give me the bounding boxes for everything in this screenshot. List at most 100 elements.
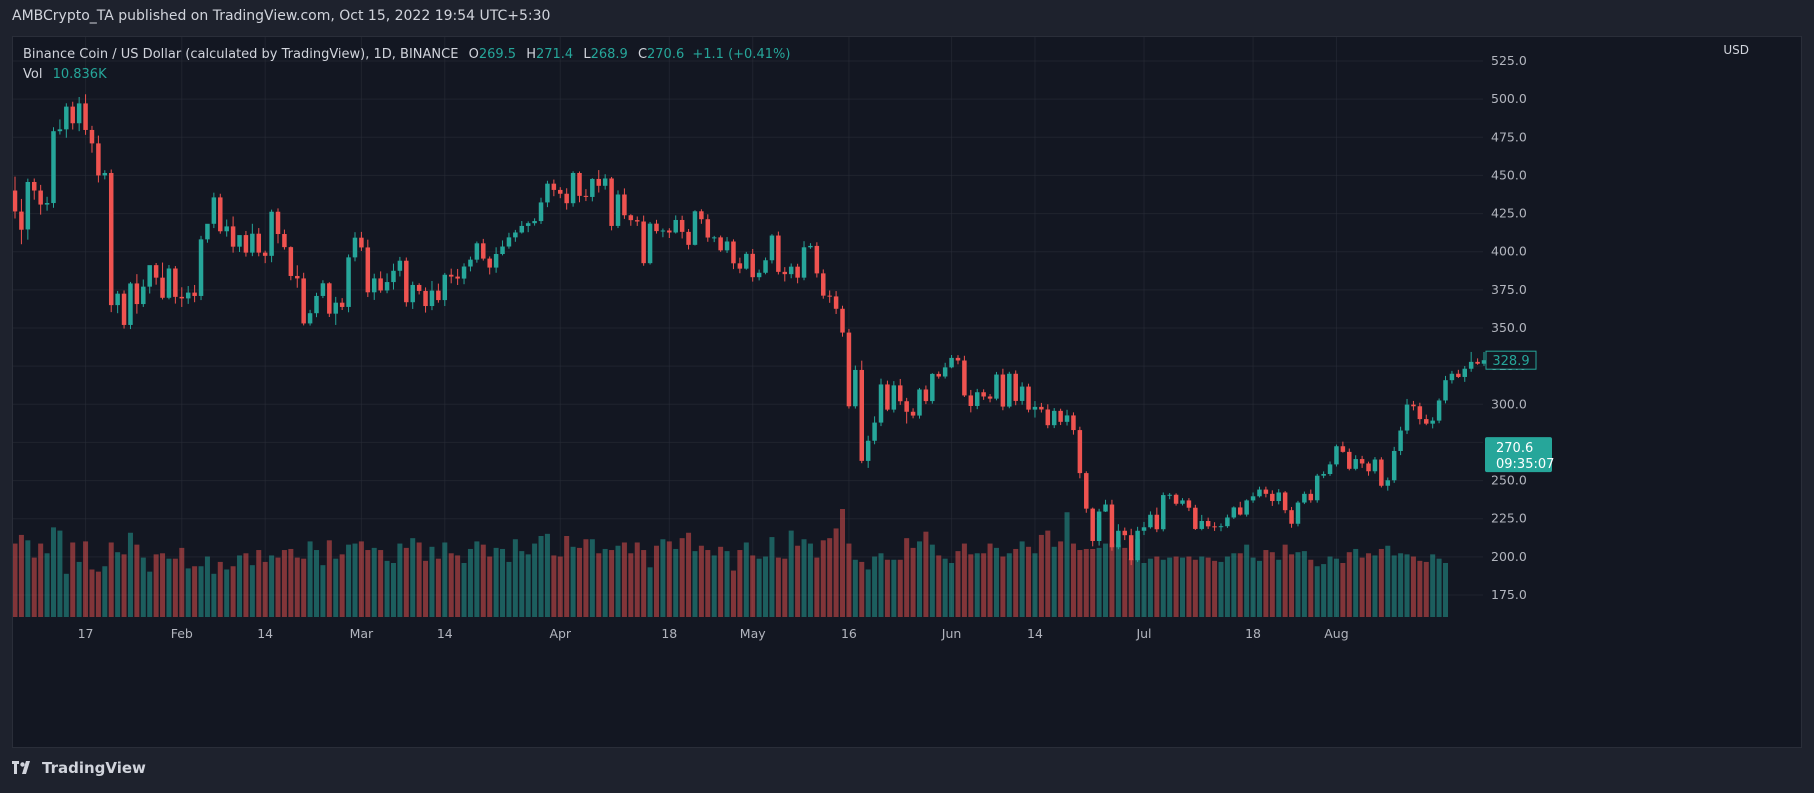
footer-branding[interactable]: TradingView [12, 759, 146, 777]
price-axis[interactable]: 175.0200.0225.0250.0275.0300.0325.0350.0… [1491, 53, 1527, 602]
volume-bar [115, 552, 121, 617]
candle-body [391, 270, 396, 283]
volume-bar [352, 543, 358, 617]
candle-body [282, 234, 287, 248]
volume-bar [339, 554, 345, 617]
candle-body [898, 385, 903, 402]
currency-label: USD [1723, 43, 1749, 57]
volume-bar [461, 563, 467, 617]
time-tick-label: 17 [78, 626, 94, 641]
volume-bar [557, 556, 563, 617]
volume-bar [140, 557, 146, 617]
price-tick-label: 300.0 [1491, 396, 1527, 411]
candle-body [461, 266, 467, 279]
volume-bar [410, 538, 416, 617]
candle-body [1404, 404, 1410, 431]
volume-bar [1404, 554, 1410, 617]
volume-bar [1263, 550, 1269, 617]
candle-body [891, 385, 897, 410]
volume-bar [891, 559, 897, 617]
candle-body [590, 178, 595, 197]
volume-bar [769, 537, 775, 617]
volume-bar [198, 566, 204, 617]
candle-body [634, 220, 640, 222]
candle-body [269, 211, 274, 256]
candle-body [19, 211, 24, 230]
volume-bar [647, 567, 653, 617]
candle-body [1109, 504, 1115, 548]
candle-body [70, 106, 75, 124]
candle-body [288, 247, 294, 276]
low-value: 268.9 [590, 47, 628, 62]
volume-bar [910, 547, 916, 617]
volume-bar [756, 558, 762, 617]
candle-body [1289, 510, 1294, 524]
candle-body [942, 367, 948, 377]
candle-body [577, 172, 582, 196]
volume-bar [371, 547, 377, 617]
price-tick-label: 350.0 [1491, 320, 1527, 335]
volume-bar [1077, 550, 1083, 617]
candle-body [1007, 373, 1012, 407]
volume-bar [1070, 543, 1076, 617]
volume-bar [1205, 557, 1211, 617]
volume-bar [1333, 558, 1339, 617]
candle-body [1385, 480, 1391, 486]
volume-bar [76, 561, 82, 617]
volume-bar [1064, 512, 1070, 617]
candle-body [128, 283, 133, 325]
chart-panel[interactable]: 175.0200.0225.0250.0275.0300.0325.0350.0… [12, 36, 1802, 748]
volume-bar [589, 539, 595, 617]
volume-bar [1321, 564, 1327, 617]
volume-bar [1366, 553, 1372, 617]
volume-bar [750, 555, 756, 617]
volume-bar [519, 551, 525, 617]
volume-bar [224, 569, 230, 617]
volume-bar [1327, 556, 1333, 617]
candle-body [442, 274, 448, 301]
candle-body [718, 237, 723, 251]
volume-bar [827, 538, 833, 617]
volume-bar [711, 555, 717, 617]
volume-bar [358, 541, 364, 617]
volume-bar [872, 556, 878, 617]
volume-bar [500, 548, 506, 617]
candle-body [679, 219, 685, 232]
candlestick-chart[interactable]: 175.0200.0225.0250.0275.0300.0325.0350.0… [13, 37, 1801, 747]
volume-bar [993, 547, 999, 617]
volume-bar [95, 571, 101, 617]
candle-body [1308, 493, 1314, 501]
candle-body [609, 178, 614, 226]
volume-bar [782, 558, 788, 617]
candle-body [1122, 530, 1128, 536]
candle-body [801, 247, 807, 278]
candle-body [962, 360, 967, 396]
volume-bar [121, 554, 127, 617]
volume-value: 10.836K [52, 67, 107, 82]
candle-body [1481, 360, 1487, 364]
candle-body [1058, 410, 1063, 422]
candle-body [1090, 508, 1095, 541]
time-axis[interactable]: 17 Feb 14 Mar 14 Apr 18 May 16 Jun 14 Jul 18 Aug [78, 626, 1349, 641]
candle-body [519, 225, 525, 233]
publication-header: AMBCrypto_TA published on TradingView.co… [12, 8, 551, 24]
candle-body [102, 172, 108, 176]
volume-bar [1410, 556, 1416, 617]
volume-bar [1147, 558, 1153, 617]
candle-body [1237, 507, 1243, 515]
change-value: +1.1 (+0.41%) [692, 47, 791, 62]
candle-body [275, 211, 281, 235]
candle-body [1180, 500, 1185, 504]
volume-bar [44, 553, 50, 617]
volume-bar [455, 555, 461, 617]
volume-bar [467, 548, 473, 617]
volume-bar [474, 541, 480, 617]
volume-bar [38, 543, 44, 617]
volume-bar [583, 539, 589, 617]
candle-body [981, 392, 986, 397]
volume-bar [166, 558, 172, 617]
volume-bar [532, 543, 538, 617]
candle-body [1430, 420, 1435, 424]
volume-bar [326, 540, 332, 617]
volume-bar [384, 560, 390, 617]
